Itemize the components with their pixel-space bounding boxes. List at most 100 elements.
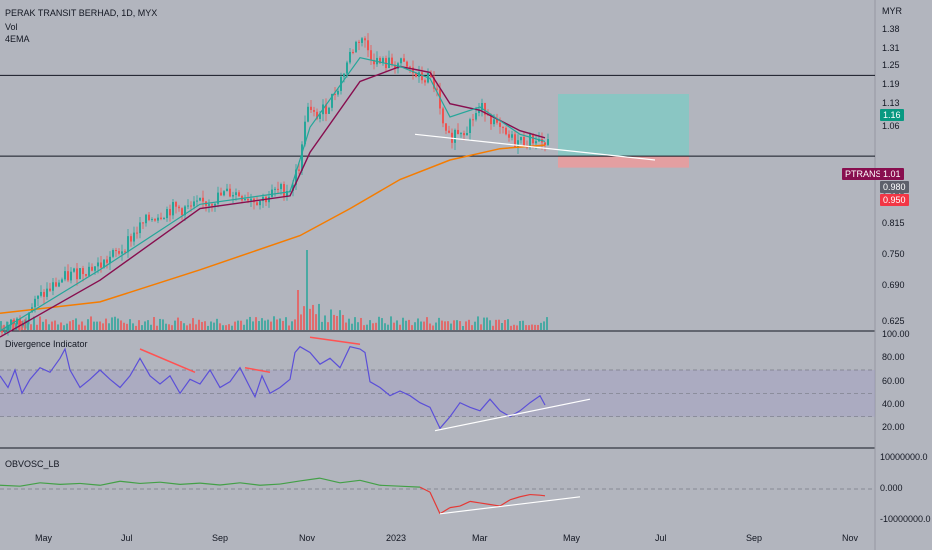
stop-price-tag: 0.950 [880,194,909,206]
volume-bar [321,321,323,330]
volume-bar [3,324,5,330]
volume-bar [429,323,431,330]
candle-body [211,204,213,206]
volume-bar [306,250,308,330]
candle-body [508,134,510,138]
volume-bar [462,325,464,330]
volume-bar [534,324,536,330]
candle-body [7,325,9,333]
time-tick-label: Jul [655,533,667,543]
volume-bar [387,324,389,330]
candle-body [463,133,465,136]
volume-bar [234,321,236,330]
vol-indicator-label[interactable]: Vol [5,22,18,32]
obv-segment [359,479,381,486]
volume-bar [228,324,230,330]
price-axis-unit: MYR [882,6,902,16]
candle-body [100,262,102,268]
volume-bar [12,320,14,330]
volume-bar [342,314,344,330]
volume-bar [381,318,383,330]
candle-body [499,122,501,127]
candle-body [172,202,174,216]
candle-body [361,38,363,43]
volume-bar [144,321,146,330]
volume-bar [420,321,422,330]
candle-body [136,232,138,234]
volume-bar [546,317,548,330]
volume-bar [339,310,341,330]
candle-body [421,72,423,81]
volume-bar [468,319,470,330]
candle-body [46,288,48,297]
volume-bar [399,324,401,330]
time-tick-label: May [563,533,581,543]
candle-body [379,57,381,64]
volume-bar [24,319,26,330]
candle-body [82,268,84,275]
volume-bar [141,325,143,330]
obv-segment [299,477,321,482]
volume-bar [336,315,338,330]
candle-body [511,134,513,138]
price-tick-label: 1.19 [882,78,900,89]
volume-bar [222,325,224,330]
volume-bar [108,323,110,330]
candle-body [19,318,21,326]
candle-body [502,126,504,128]
candle-body [118,251,120,254]
candle-body [256,202,258,206]
volume-bar [96,321,98,330]
candle-body [301,144,303,171]
candle-body [79,268,81,280]
candle-body [493,119,495,125]
volume-bar [126,323,128,330]
volume-bar [522,320,524,330]
obv-segment [19,482,41,487]
volume-bar [402,317,404,330]
candle-body [406,61,408,67]
volume-bar [219,323,221,330]
volume-bar [537,324,539,330]
obv-segment [339,479,361,484]
candle-body [76,268,78,280]
volume-bar [189,323,191,330]
obv-segment [0,484,21,487]
obv-segment [319,477,341,484]
volume-bar [465,321,467,330]
candle-body [304,121,306,145]
obv-segment [279,480,301,485]
volume-bar [54,320,56,330]
candle-body [250,198,252,201]
volume-bar [501,323,503,330]
volume-bar [408,319,410,330]
candle-body [274,188,276,190]
divergence-pane-title[interactable]: Divergence Indicator [5,339,88,349]
candle-body [400,58,402,64]
obv-segment [39,482,61,485]
candle-body [139,222,141,234]
ticker-name-tag: PTRANS [842,168,885,180]
volume-bar [405,320,407,330]
obv-segment [419,486,431,493]
volume-bar [315,314,317,330]
candle-body [295,169,297,185]
candle-body [469,119,471,133]
time-tick-label: Sep [746,533,763,543]
obv-pane-title[interactable]: OBVOSC_LB [5,459,60,469]
price-tick-label: 1.06 [882,121,900,132]
candle-body [142,222,144,224]
candle-body [163,218,165,220]
price-trendline [414,133,656,161]
candle-body [181,208,183,216]
ema-slow-line [0,65,546,338]
ema-indicator-label[interactable]: 4EMA [5,34,30,44]
volume-bar [159,318,161,330]
volume-bar [492,325,494,330]
volume-bar [483,317,485,330]
rsi-tick-label: 20.00 [882,422,905,433]
candle-body [328,107,330,114]
obv-segment [499,499,511,507]
candle-body [310,106,312,110]
